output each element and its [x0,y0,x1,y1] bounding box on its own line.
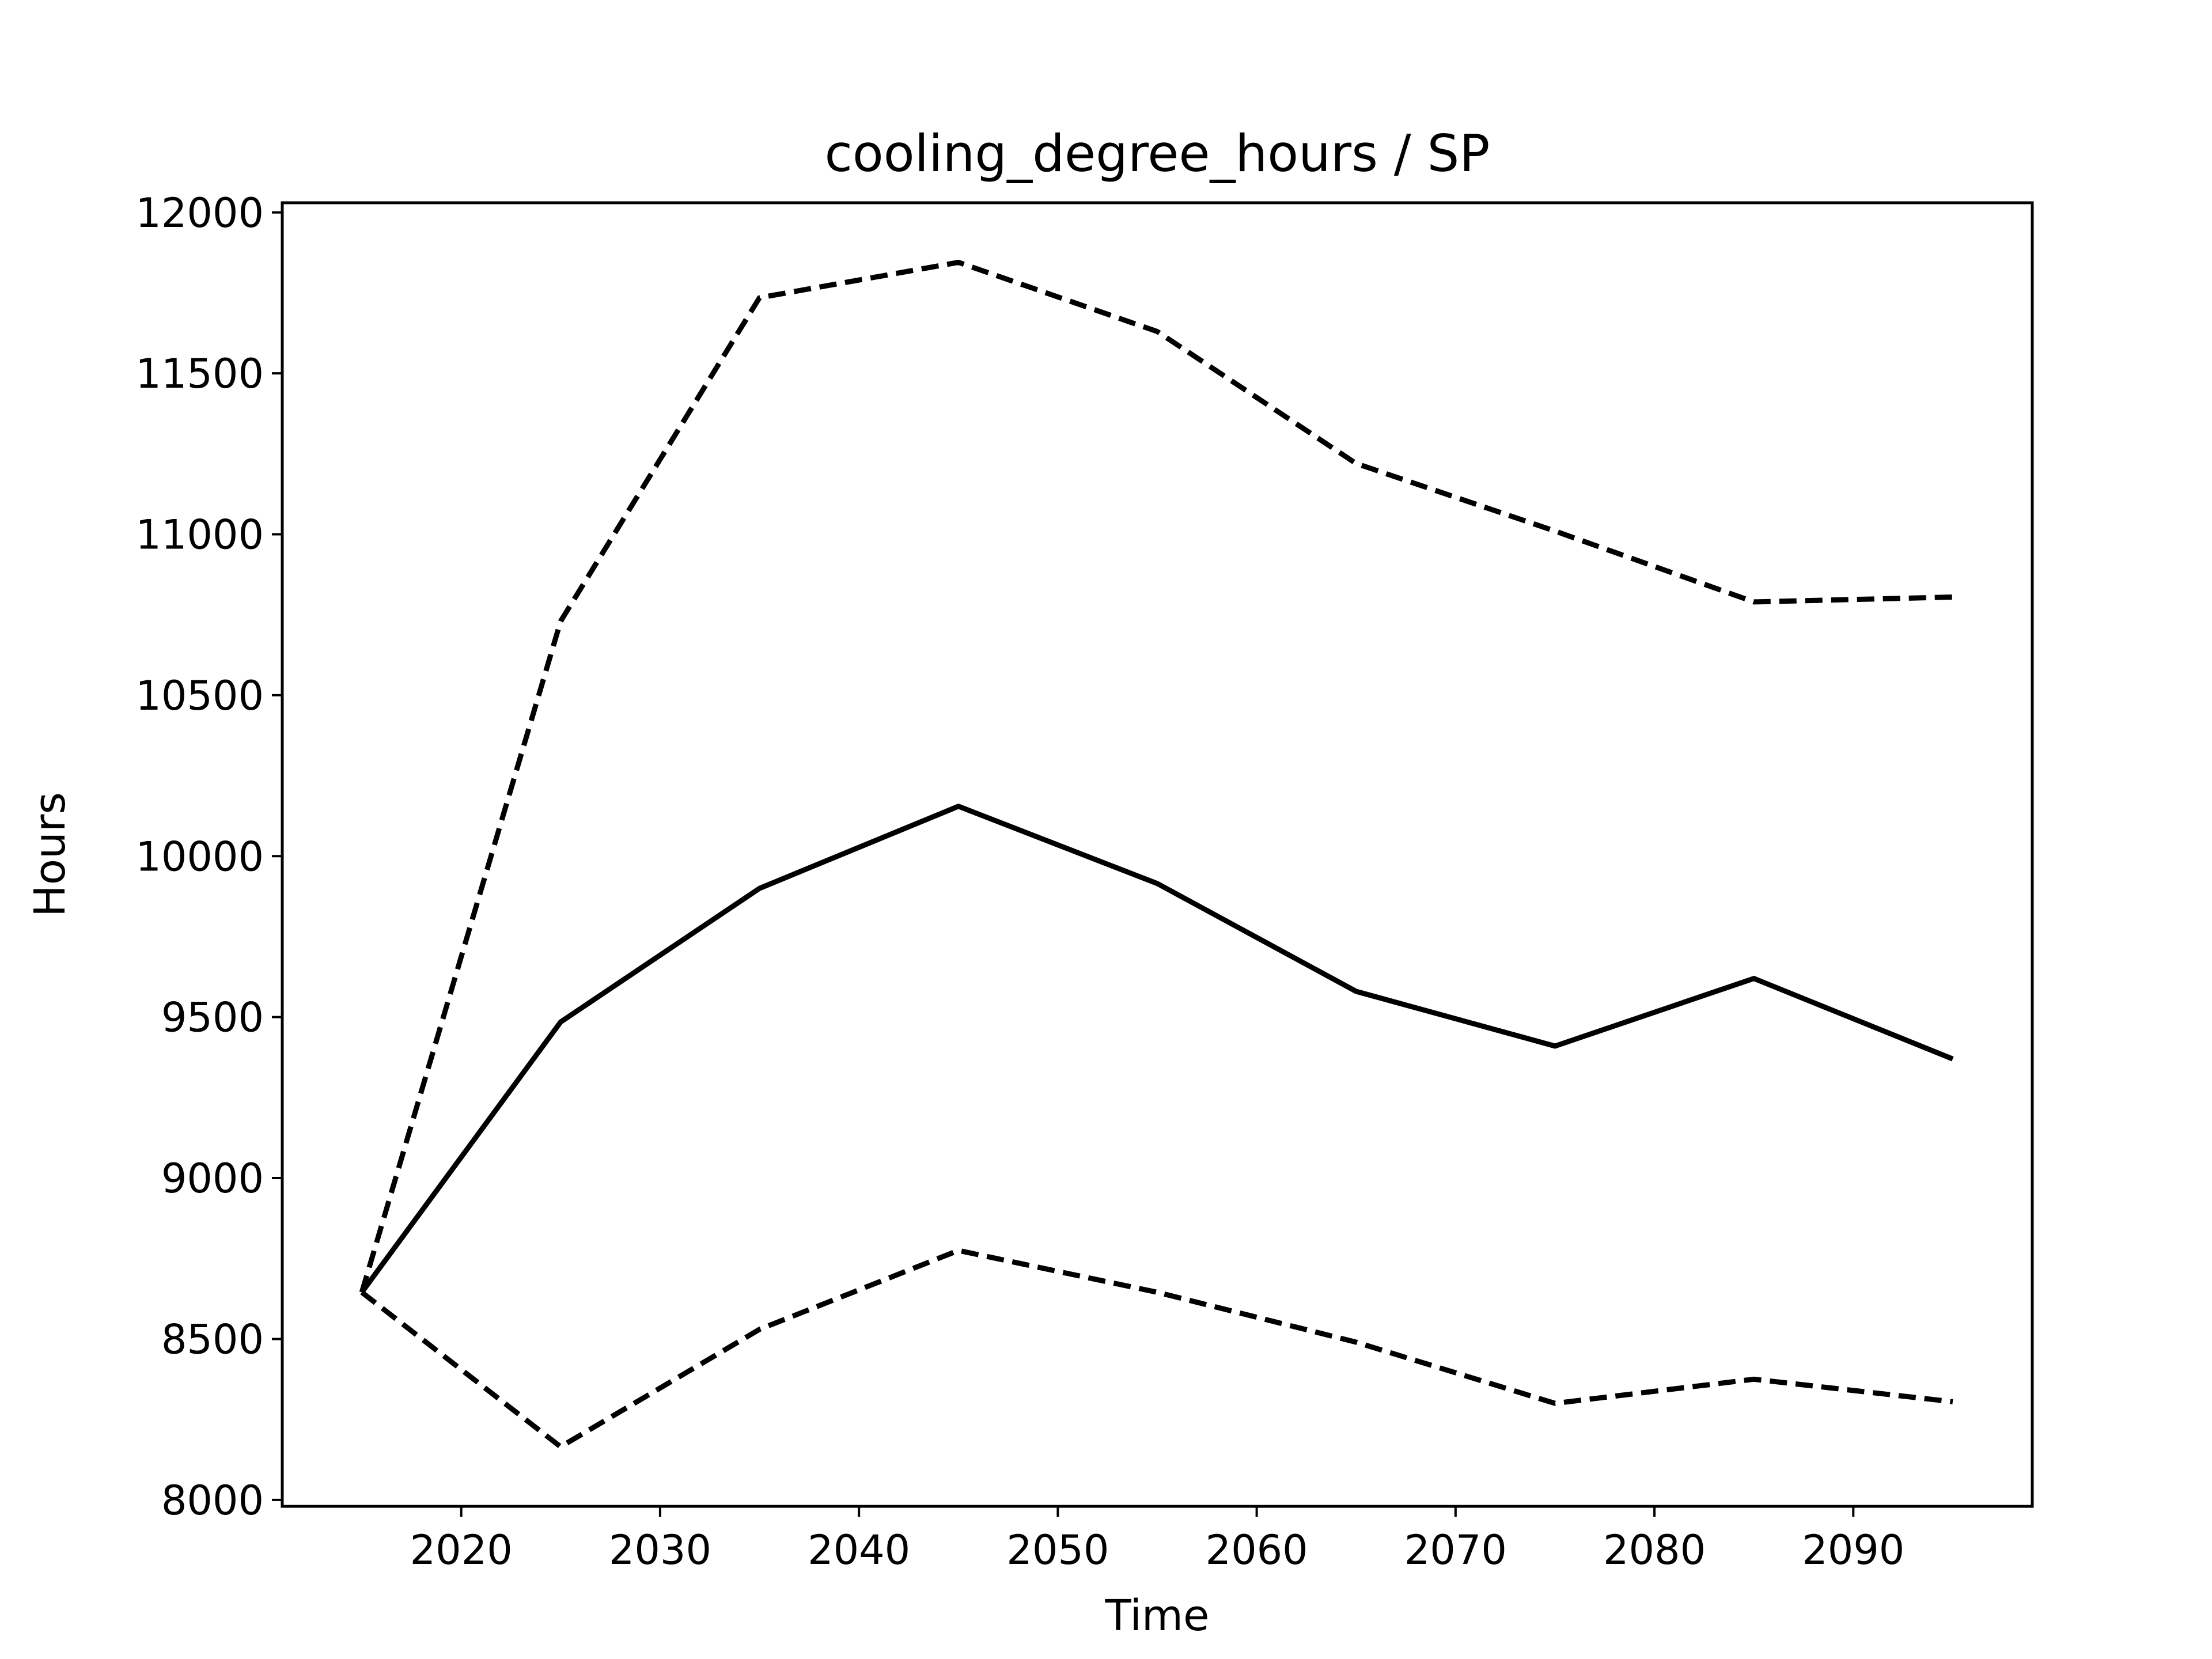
dashed-series-line-2 [359,259,1953,1293]
x-axis-label: Time [1104,1591,1209,1641]
x-tick-label: 2030 [609,1527,711,1574]
y-tick-label: 9000 [161,1155,264,1202]
x-tick-label: 2090 [1802,1527,1904,1574]
x-tick-label: 2020 [410,1527,513,1574]
y-axis-label: Hours [25,792,75,917]
x-axis: 2020 2030 2040 2050 2060 2070 2080 2090 [410,1506,1904,1574]
y-tick-label: 11500 [135,350,264,397]
y-tick-label: 10000 [135,833,264,880]
x-tick-label: 2040 [808,1527,910,1574]
x-tick-label: 2050 [1006,1527,1109,1574]
y-tick-label: 12000 [135,190,264,237]
chart-title: cooling_degree_hours / SP [825,124,1490,183]
x-tick-label: 2070 [1404,1527,1507,1574]
y-tick-label: 8500 [161,1316,264,1363]
y-axis: 8000 8500 9000 9500 10000 10500 11000 11500 1200… [135,190,282,1524]
series-layer [359,259,1954,1450]
plot-area-frame [281,201,2034,1508]
x-tick-label: 2060 [1206,1527,1308,1574]
y-tick-label: 9500 [161,994,264,1041]
y-tick-label: 8000 [161,1477,264,1524]
x-tick-label: 2080 [1603,1527,1706,1574]
y-tick-label: 10500 [135,672,264,719]
solid-series-line-1 [359,804,1954,1294]
y-tick-label: 11000 [135,512,264,559]
